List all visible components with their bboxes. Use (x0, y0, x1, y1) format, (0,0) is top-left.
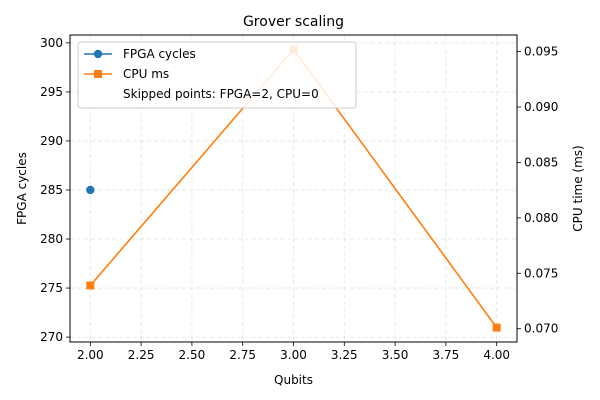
x-tick-label: 2.75 (229, 348, 256, 362)
data-point-fpga-cycles (86, 185, 95, 195)
x-tick-label: 3.25 (331, 348, 358, 362)
y2-tick-label: 0.075 (524, 266, 558, 280)
x-tick-label: 2.50 (179, 348, 206, 362)
legend-marker-cpu-ms (94, 70, 102, 78)
chart-title: Grover scaling (243, 14, 344, 30)
legend-label-fpga-cycles: FPGA cycles (123, 47, 196, 61)
data-point-cpu-ms (492, 323, 501, 332)
x-axis-title: Qubits (274, 373, 313, 387)
y2-tick-label: 0.080 (524, 211, 558, 225)
y-tick-label: 285 (40, 183, 63, 197)
x-tick-label: 2.00 (77, 348, 104, 362)
y2-tick-label: 0.090 (524, 100, 558, 114)
y-tick-label: 300 (40, 36, 63, 50)
legend-note: Skipped points: FPGA=2, CPU=0 (123, 87, 319, 101)
legend-box (77, 41, 357, 109)
x-tick-label: 3.75 (433, 348, 460, 362)
y2-tick-label: 0.095 (524, 45, 558, 59)
x-tick-label: 4.00 (483, 348, 510, 362)
x-tick-label: 3.00 (280, 348, 307, 362)
y2-tick-label: 0.070 (524, 322, 558, 336)
legend-marker-fpga-cycles (93, 49, 103, 59)
y-tick-label: 280 (40, 232, 63, 246)
y-tick-label: 270 (40, 330, 63, 344)
y-tick-label: 295 (40, 85, 63, 99)
x-tick-label: 2.25 (128, 348, 155, 362)
x-tick-label: 3.50 (382, 348, 409, 362)
legend-label-cpu-ms: CPU ms (123, 67, 169, 81)
y2-tick-label: 0.085 (524, 155, 558, 169)
data-point-cpu-ms (86, 281, 95, 290)
y-tick-label: 290 (40, 134, 63, 148)
y2-axis-title: CPU time (ms) (571, 145, 585, 231)
ticks: 2.00 2.25 2.50 2.75 3.00 3.25 3.50 3.75 4.00 270 2… (40, 36, 558, 362)
y-tick-label: 275 (40, 281, 63, 295)
y-axis-title: FPGA cycles (15, 152, 29, 225)
legend: FPGA cycles CPU ms Skipped points: FPGA=2,… (77, 41, 357, 109)
